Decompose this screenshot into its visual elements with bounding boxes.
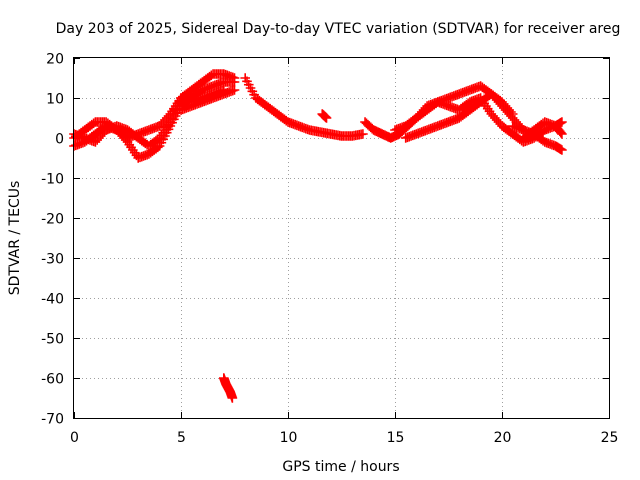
x-tick-label: 0 <box>70 430 79 446</box>
data-point <box>557 129 567 139</box>
x-tick-label: 20 <box>494 430 512 446</box>
chart-title: Day 203 of 2025, Sidereal Day-to-day VTE… <box>56 21 621 37</box>
series-track-e <box>240 73 368 141</box>
plot-frame <box>73 57 610 419</box>
data-point <box>358 129 368 139</box>
data-point <box>557 117 567 127</box>
y-tick-label: -70 <box>41 412 64 428</box>
x-axis-label: GPS time / hours <box>282 459 399 475</box>
y-tick-label: -30 <box>41 252 64 268</box>
y-tick-label: -20 <box>41 212 64 228</box>
data-point <box>153 134 163 145</box>
series-track-d <box>176 85 240 115</box>
y-tick-label: 20 <box>46 52 64 68</box>
data-point <box>172 101 183 111</box>
series-track-c <box>69 85 229 151</box>
x-tick-label: 25 <box>601 430 619 446</box>
series-track-i <box>400 89 529 143</box>
y-axis-label: SDTVAR / TECUs <box>7 181 23 296</box>
y-tick-label: -10 <box>41 172 64 188</box>
data-point <box>557 145 567 155</box>
series-track-f <box>317 109 332 123</box>
data-point <box>165 117 176 127</box>
marks-layer <box>69 69 567 403</box>
y-tick-label: -60 <box>41 372 64 388</box>
data-point <box>206 70 217 81</box>
data-point <box>321 113 332 123</box>
y-tick-label: 10 <box>46 92 64 108</box>
x-tick-label: 5 <box>177 430 186 446</box>
x-tick-label: 10 <box>280 430 298 446</box>
data-point <box>229 77 240 87</box>
data-point <box>229 85 240 95</box>
data-point <box>227 393 238 403</box>
x-tick-label: 15 <box>387 430 405 446</box>
data-point <box>88 118 99 129</box>
series-track-l <box>518 117 567 143</box>
data-point <box>153 142 163 153</box>
y-tick-label: -50 <box>41 332 64 348</box>
data-point <box>556 127 566 138</box>
series-track-h <box>390 93 518 139</box>
y-tick-label: 0 <box>55 132 64 148</box>
data-point <box>167 113 177 123</box>
ticks-layer: -70 -60 -50 -40 -30 -20 -10 0 10 20 0 5 10 15 20 25 <box>41 52 618 447</box>
y-tick-label: -40 <box>41 292 64 308</box>
series-track-m <box>219 373 238 403</box>
data-point <box>169 109 179 119</box>
